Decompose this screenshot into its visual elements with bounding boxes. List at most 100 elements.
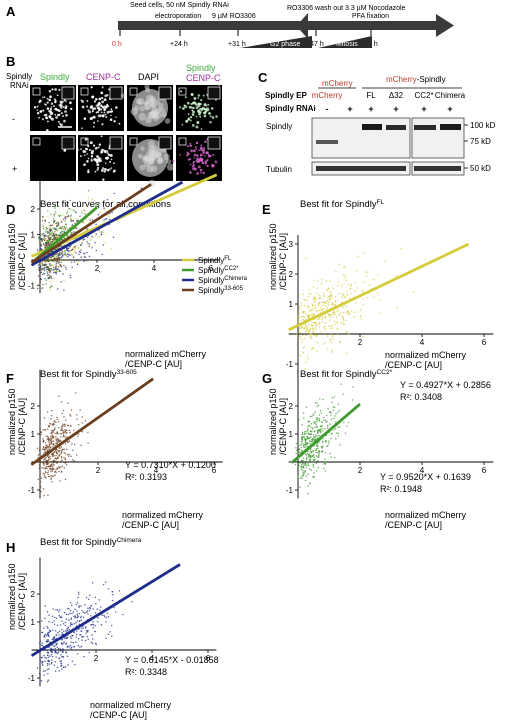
- scatter-point: [334, 303, 337, 306]
- scatter-point: [48, 260, 51, 262]
- scatter-point: [344, 320, 347, 322]
- scatter-point: [364, 271, 367, 274]
- scatter-point: [56, 646, 59, 648]
- scatter-point: [298, 294, 300, 296]
- scatter-point: [50, 463, 52, 466]
- scatter-point: [330, 418, 333, 421]
- scatter-point: [74, 663, 76, 666]
- scatter-point: [301, 438, 303, 440]
- scatter-point: [39, 660, 42, 662]
- scatter-point: [384, 260, 386, 263]
- scatter-point: [70, 249, 72, 252]
- scatter-point: [48, 229, 51, 231]
- scatter-point: [66, 448, 68, 451]
- scatter-point: [63, 642, 65, 644]
- scatter-point: [322, 326, 325, 328]
- scatter-point: [75, 636, 78, 638]
- x-tick-label: 4: [420, 466, 425, 475]
- scatter-point: [53, 459, 56, 461]
- scatter-point: [92, 626, 94, 629]
- scatter-point: [106, 214, 109, 217]
- scatter-point: [39, 245, 42, 247]
- scatter-point: [87, 197, 89, 200]
- scatter-point: [68, 429, 71, 431]
- scatter-point: [111, 635, 113, 637]
- scatter-point: [71, 604, 73, 607]
- scatter-point: [41, 631, 44, 634]
- scatter-point: [60, 428, 63, 430]
- scatter-point: [44, 660, 46, 662]
- scatter-point: [329, 314, 332, 317]
- scatter-point: [76, 263, 79, 266]
- scatter-point: [44, 476, 46, 478]
- scatter-point: [301, 466, 304, 469]
- scatter-point: [40, 461, 42, 463]
- scatter-point: [48, 635, 50, 637]
- event-electroporation: electroporation: [155, 13, 201, 20]
- y-tick-label: 3: [289, 240, 294, 249]
- scatter-point: [51, 638, 53, 641]
- scatter-point: [314, 333, 317, 336]
- x-axis-label: normalized mCherry: [90, 700, 172, 710]
- fit-r-squared: R²: 0.3193: [125, 472, 167, 482]
- scatter-point: [318, 417, 321, 420]
- scatter-point: [91, 634, 93, 636]
- scatter-point: [44, 656, 46, 659]
- scatter-point: [69, 199, 72, 202]
- y-axis-label: /CENP-C [AU]: [17, 398, 27, 455]
- scatter-point: [357, 255, 359, 258]
- scatter-point: [314, 422, 316, 424]
- scatter-point: [52, 431, 54, 433]
- scatter-point: [303, 462, 306, 465]
- x-tick-label: 2: [358, 466, 363, 475]
- scatter-point: [52, 435, 54, 437]
- scatter-point: [91, 638, 94, 640]
- scatter-point: [91, 198, 94, 200]
- channel-spindly: Spindly: [40, 72, 70, 82]
- scatter-point: [47, 673, 49, 675]
- scatter-point: [80, 249, 82, 251]
- scatter-point: [45, 259, 47, 261]
- scatter-point: [318, 452, 320, 455]
- scatter-point: [88, 255, 91, 258]
- scatter-point: [81, 422, 84, 424]
- scatter-point: [40, 278, 42, 280]
- scatter-point: [329, 339, 332, 341]
- scatter-point: [75, 247, 77, 249]
- g2-phase-label: G2 phase: [270, 41, 300, 48]
- scatter-point: [66, 253, 69, 255]
- scatter-point: [55, 257, 58, 260]
- scatter-point: [340, 383, 342, 385]
- scatter-point: [49, 630, 52, 633]
- scatter-point: [59, 480, 61, 482]
- scatter-point: [50, 213, 52, 215]
- scatter-point: [334, 421, 337, 423]
- scatter-point: [56, 432, 58, 435]
- x-tick-label: 6: [206, 654, 211, 663]
- scatter-point: [46, 467, 48, 470]
- scatter-point: [304, 479, 307, 482]
- scatter-point: [51, 250, 53, 253]
- scatter-point: [52, 424, 54, 427]
- scatter-point: [50, 267, 53, 270]
- scatter-point: [50, 264, 52, 267]
- scatter-point: [323, 301, 325, 303]
- scatter-point: [47, 278, 49, 280]
- scatter-point: [77, 435, 79, 438]
- scatter-point: [302, 334, 304, 336]
- scatter-point: [56, 236, 59, 238]
- scatter-point: [48, 441, 50, 443]
- scatter-point: [111, 211, 113, 214]
- scatter-point: [42, 232, 45, 235]
- scatter-point: [56, 288, 59, 290]
- scatter-point: [42, 223, 44, 226]
- scatter-point: [337, 426, 339, 429]
- scatter-point: [315, 298, 317, 300]
- scatter-point: [72, 641, 74, 644]
- scatter-point: [316, 402, 318, 404]
- scatter-point: [299, 486, 301, 488]
- scatter-point: [53, 623, 56, 626]
- scatter-point: [81, 242, 83, 244]
- scatter-point: [50, 474, 53, 477]
- scatter-point: [64, 431, 66, 433]
